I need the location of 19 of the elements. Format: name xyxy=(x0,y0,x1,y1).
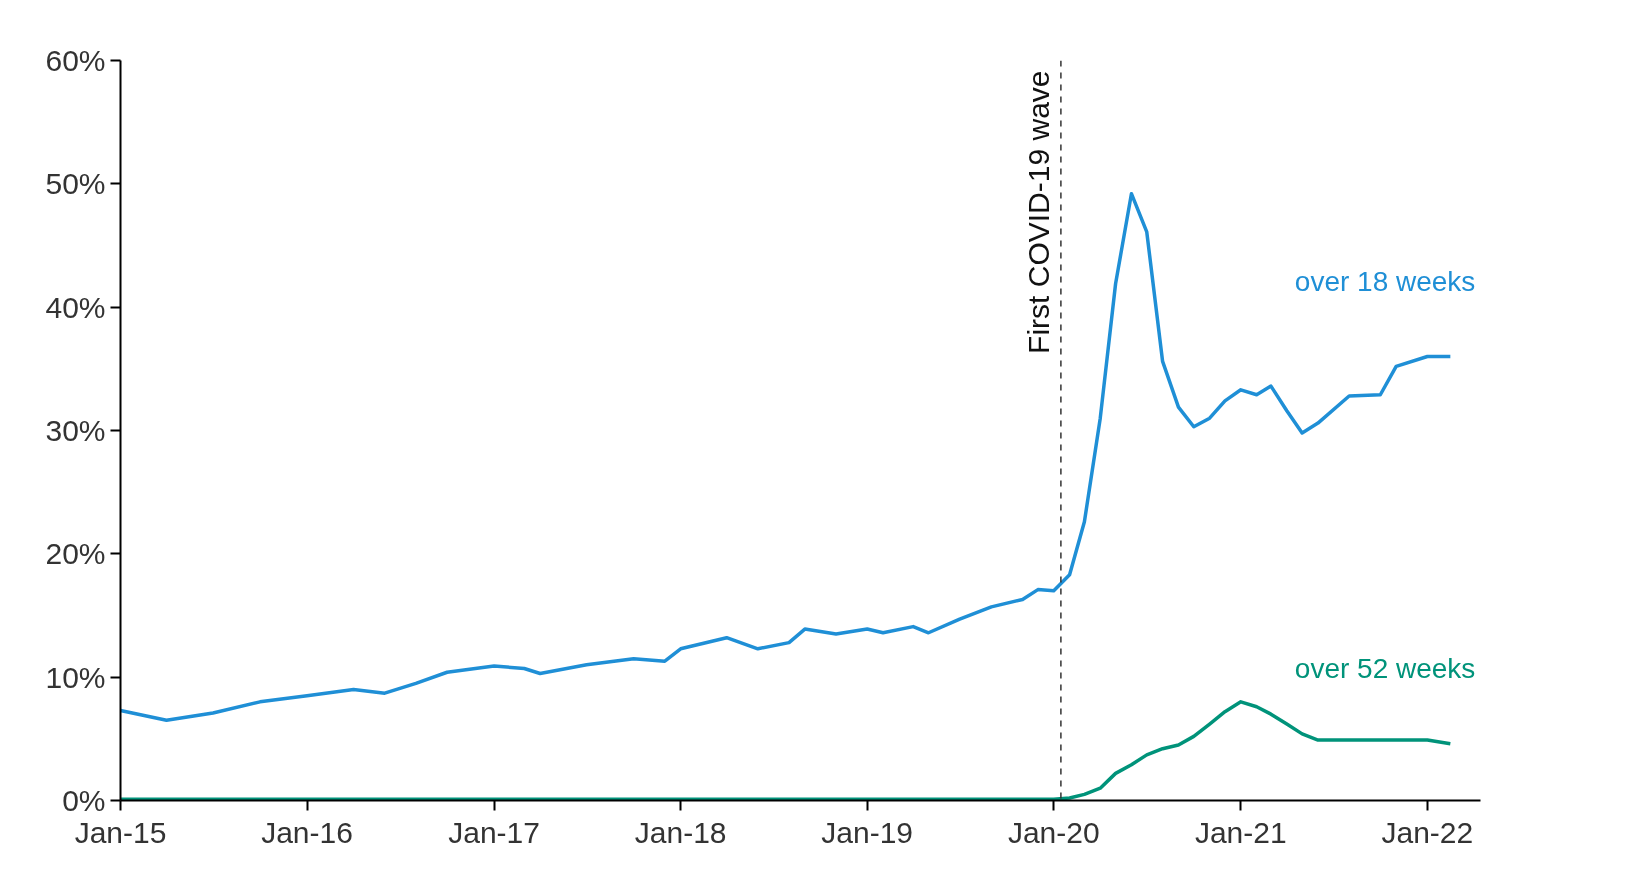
text: over 18 weeks xyxy=(1294,265,1476,297)
x-tick-label: Jan-15 xyxy=(74,815,167,849)
y-tick-label: 40% xyxy=(45,290,106,324)
y-tick-label: 30% xyxy=(45,414,106,447)
x-tick-label: Jan-17 xyxy=(448,815,540,849)
series-label: over 52 weeks xyxy=(1294,652,1476,684)
line-series xyxy=(120,700,1453,801)
y-tick-label: 60% xyxy=(45,44,106,77)
x-tick-label: Jan-21 xyxy=(1194,815,1287,849)
y-tick-label: 10% xyxy=(45,660,106,694)
x-tick-label: Jan-22 xyxy=(1381,815,1474,849)
ref-line-label: First COVID-19 wave xyxy=(1021,70,1055,354)
x-tick-label: Jan-16 xyxy=(261,815,353,849)
y-tick-label: 20% xyxy=(45,537,106,571)
y-tick-label: 0% xyxy=(62,784,106,817)
y-tick-label: 50% xyxy=(45,167,106,201)
x-tick-label: Jan-18 xyxy=(634,815,727,849)
x-tick-label: Jan-20 xyxy=(1007,815,1100,849)
x-tick-label: Jan-19 xyxy=(821,815,914,849)
